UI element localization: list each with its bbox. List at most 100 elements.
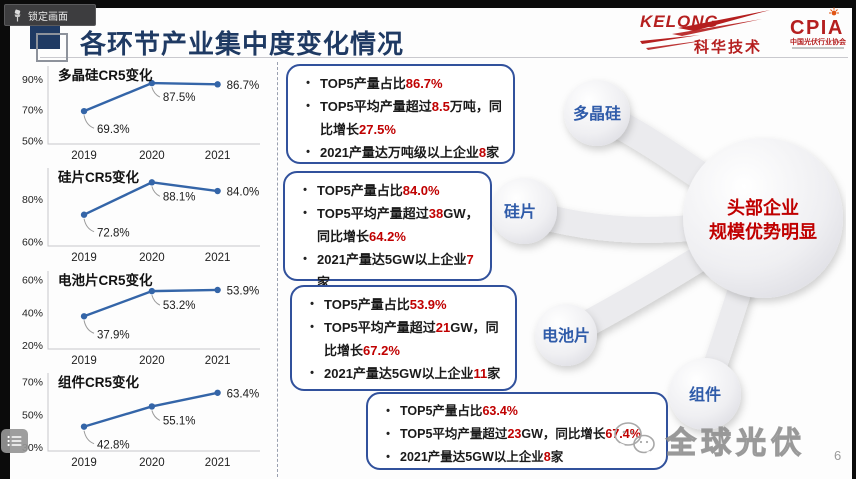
list-icon bbox=[7, 435, 22, 447]
kelong-cn-label: 科华技术 bbox=[694, 38, 762, 56]
lock-screen-label: 锁定画面 bbox=[28, 11, 68, 23]
chart-axes bbox=[47, 168, 260, 247]
data-point bbox=[80, 423, 88, 430]
chart-axes bbox=[47, 66, 260, 145]
bullet-text: TOP5平均产量超过8.5万吨，同比增长27.5% bbox=[320, 99, 502, 137]
x-tick-label: 2019 bbox=[71, 355, 97, 367]
sidebar-menu-button[interactable] bbox=[1, 429, 28, 453]
x-tick-label: 2019 bbox=[71, 252, 97, 264]
x-tick-label: 2021 bbox=[205, 355, 231, 367]
title-divider bbox=[40, 57, 848, 58]
bullet-dot: • bbox=[306, 77, 310, 89]
label-leader bbox=[151, 294, 161, 306]
bubble-head-enterprise bbox=[683, 138, 843, 298]
bullet-text: 2021产量达5GW以上企业8家 bbox=[400, 450, 564, 464]
page-number: 6 bbox=[834, 448, 842, 463]
x-tick-label: 2020 bbox=[139, 457, 165, 469]
y-tick-label: 90% bbox=[22, 74, 43, 86]
chart-module-cr5: 组件CR5变化 70% 50% 30% 2019 2020 2021 42.8% 55.1% 6… bbox=[14, 369, 266, 471]
bullet-dot: • bbox=[386, 451, 390, 463]
chart-title: 硅片CR5变化 bbox=[58, 170, 140, 185]
data-point bbox=[148, 287, 156, 295]
lock-screen-button[interactable]: 锁定画面 bbox=[4, 4, 96, 26]
data-point bbox=[148, 179, 156, 186]
data-label: 69.3% bbox=[97, 124, 130, 136]
pin-icon bbox=[14, 9, 21, 21]
x-tick-label: 2020 bbox=[139, 355, 165, 367]
y-tick-label: 70% bbox=[22, 105, 43, 117]
bullet-text: TOP5平均产量超过38GW，同比增长64.2% bbox=[317, 206, 479, 244]
info-box-cell: • TOP5产量占比53.9% • TOP5平均产量超过21GW，同比增长67.2% •… bbox=[290, 285, 517, 391]
bullet-text: TOP5产量占比63.4% bbox=[400, 404, 518, 418]
data-label: 87.5% bbox=[163, 92, 196, 104]
label-leader bbox=[151, 186, 161, 197]
bullet-item: • 2021产量达万吨级以上企业8家 bbox=[296, 141, 507, 164]
bubble-module bbox=[669, 358, 741, 430]
label-leader bbox=[151, 86, 161, 98]
bubble-label-polysilicon: 多晶硅 bbox=[573, 104, 621, 123]
chart-title: 组件CR5变化 bbox=[58, 375, 140, 390]
chart-title: 电池片CR5变化 bbox=[58, 273, 153, 288]
bullet-text: 2021产量达万吨级以上企业8家 bbox=[320, 145, 500, 160]
info-box-polysilicon: • TOP5产量占比86.7% • TOP5平均产量超过8.5万吨，同比增长27.5%… bbox=[286, 64, 515, 164]
data-label: 42.8% bbox=[97, 440, 130, 452]
data-point bbox=[148, 403, 156, 410]
series-line bbox=[82, 391, 219, 428]
chart-plot: 70% 50% 30% 2019 2020 2021 42.8% 55.1% 63.4% bbox=[14, 369, 266, 476]
label-leader bbox=[83, 115, 95, 129]
bullet-dot: • bbox=[386, 405, 390, 417]
data-label: 37.9% bbox=[97, 329, 130, 341]
title-decoration-outline bbox=[36, 33, 68, 62]
bullet-dot: • bbox=[306, 146, 310, 158]
bullet-item: • TOP5平均产量超过38GW，同比增长64.2% bbox=[293, 202, 484, 248]
sun-icon bbox=[829, 7, 839, 16]
bullet-text: TOP5产量占比84.0% bbox=[317, 183, 440, 198]
kelong-logo: KELONG 科华技术 bbox=[640, 10, 770, 56]
chart-plot: 60% 40% 20% 2019 2020 2021 37.9% 53.2% 53.9% bbox=[14, 267, 266, 374]
bullet-dot: • bbox=[303, 184, 307, 196]
label-leader bbox=[151, 410, 161, 421]
data-point bbox=[214, 81, 221, 88]
data-point bbox=[80, 313, 88, 320]
data-point bbox=[214, 286, 221, 294]
bullet-dot: • bbox=[310, 367, 314, 379]
chart-plot: 90% 70% 50% 2019 2020 2021 69.3% 87.5% 86.7% bbox=[14, 62, 266, 169]
bullet-text: TOP5平均产量超过21GW，同比增长67.2% bbox=[324, 320, 499, 358]
cpia-wordmark: CPIA bbox=[790, 17, 844, 39]
info-box-wafer: • TOP5产量占比84.0% • TOP5平均产量超过38GW，同比增长64.2% •… bbox=[283, 171, 492, 290]
bullet-dot: • bbox=[310, 321, 314, 333]
bubble-wafer bbox=[491, 178, 557, 244]
bullet-text: TOP5产量占比53.9% bbox=[324, 297, 447, 312]
bullet-dot: • bbox=[303, 207, 307, 219]
chart-plot: 80% 60% 2019 2020 2021 72.8% 88.1% 84.0% bbox=[14, 164, 266, 271]
data-label: 53.9% bbox=[227, 285, 260, 297]
label-leader bbox=[83, 218, 95, 233]
x-tick-label: 2020 bbox=[139, 150, 165, 162]
y-tick-label: 60% bbox=[22, 274, 43, 286]
bubble-polysilicon bbox=[564, 80, 630, 146]
watermark-text: 全球光伏 bbox=[665, 426, 806, 460]
bullet-item: • TOP5平均产量超过21GW，同比增长67.2% bbox=[300, 316, 509, 362]
cpia-en-subline bbox=[792, 47, 844, 49]
x-tick-label: 2021 bbox=[205, 150, 231, 162]
bullet-dot: • bbox=[303, 253, 307, 265]
bullet-text: 2021产量达5GW以上企业11家 bbox=[324, 366, 501, 381]
data-label: 55.1% bbox=[163, 415, 196, 427]
data-label: 72.8% bbox=[97, 228, 130, 240]
bullet-text: TOP5产量占比86.7% bbox=[320, 76, 443, 91]
bubble-diagram: 多晶硅 硅片 电池片 组件 头部企业 规模优势明显 bbox=[491, 80, 843, 430]
data-point bbox=[214, 389, 221, 396]
center-bubble-line2: 规模优势明显 bbox=[709, 221, 817, 242]
cpia-logo: CPIA 中国光伏行业协会 bbox=[790, 7, 847, 49]
y-tick-label: 40% bbox=[22, 307, 43, 319]
x-tick-label: 2020 bbox=[139, 252, 165, 264]
y-tick-label: 60% bbox=[22, 236, 43, 248]
x-tick-label: 2019 bbox=[71, 457, 97, 469]
x-tick-label: 2021 bbox=[205, 457, 231, 469]
y-tick-label: 50% bbox=[22, 409, 43, 421]
bubble-label-cell: 电池片 bbox=[542, 326, 590, 345]
y-tick-label: 70% bbox=[22, 376, 43, 388]
chart-polysilicon-cr5: 多晶硅CR5变化 90% 70% 50% 2019 2020 2021 69.3% 87.5%… bbox=[14, 62, 266, 164]
bullet-item: • 2021产量达5GW以上企业11家 bbox=[300, 362, 509, 385]
vertical-dashed-divider bbox=[277, 62, 278, 477]
